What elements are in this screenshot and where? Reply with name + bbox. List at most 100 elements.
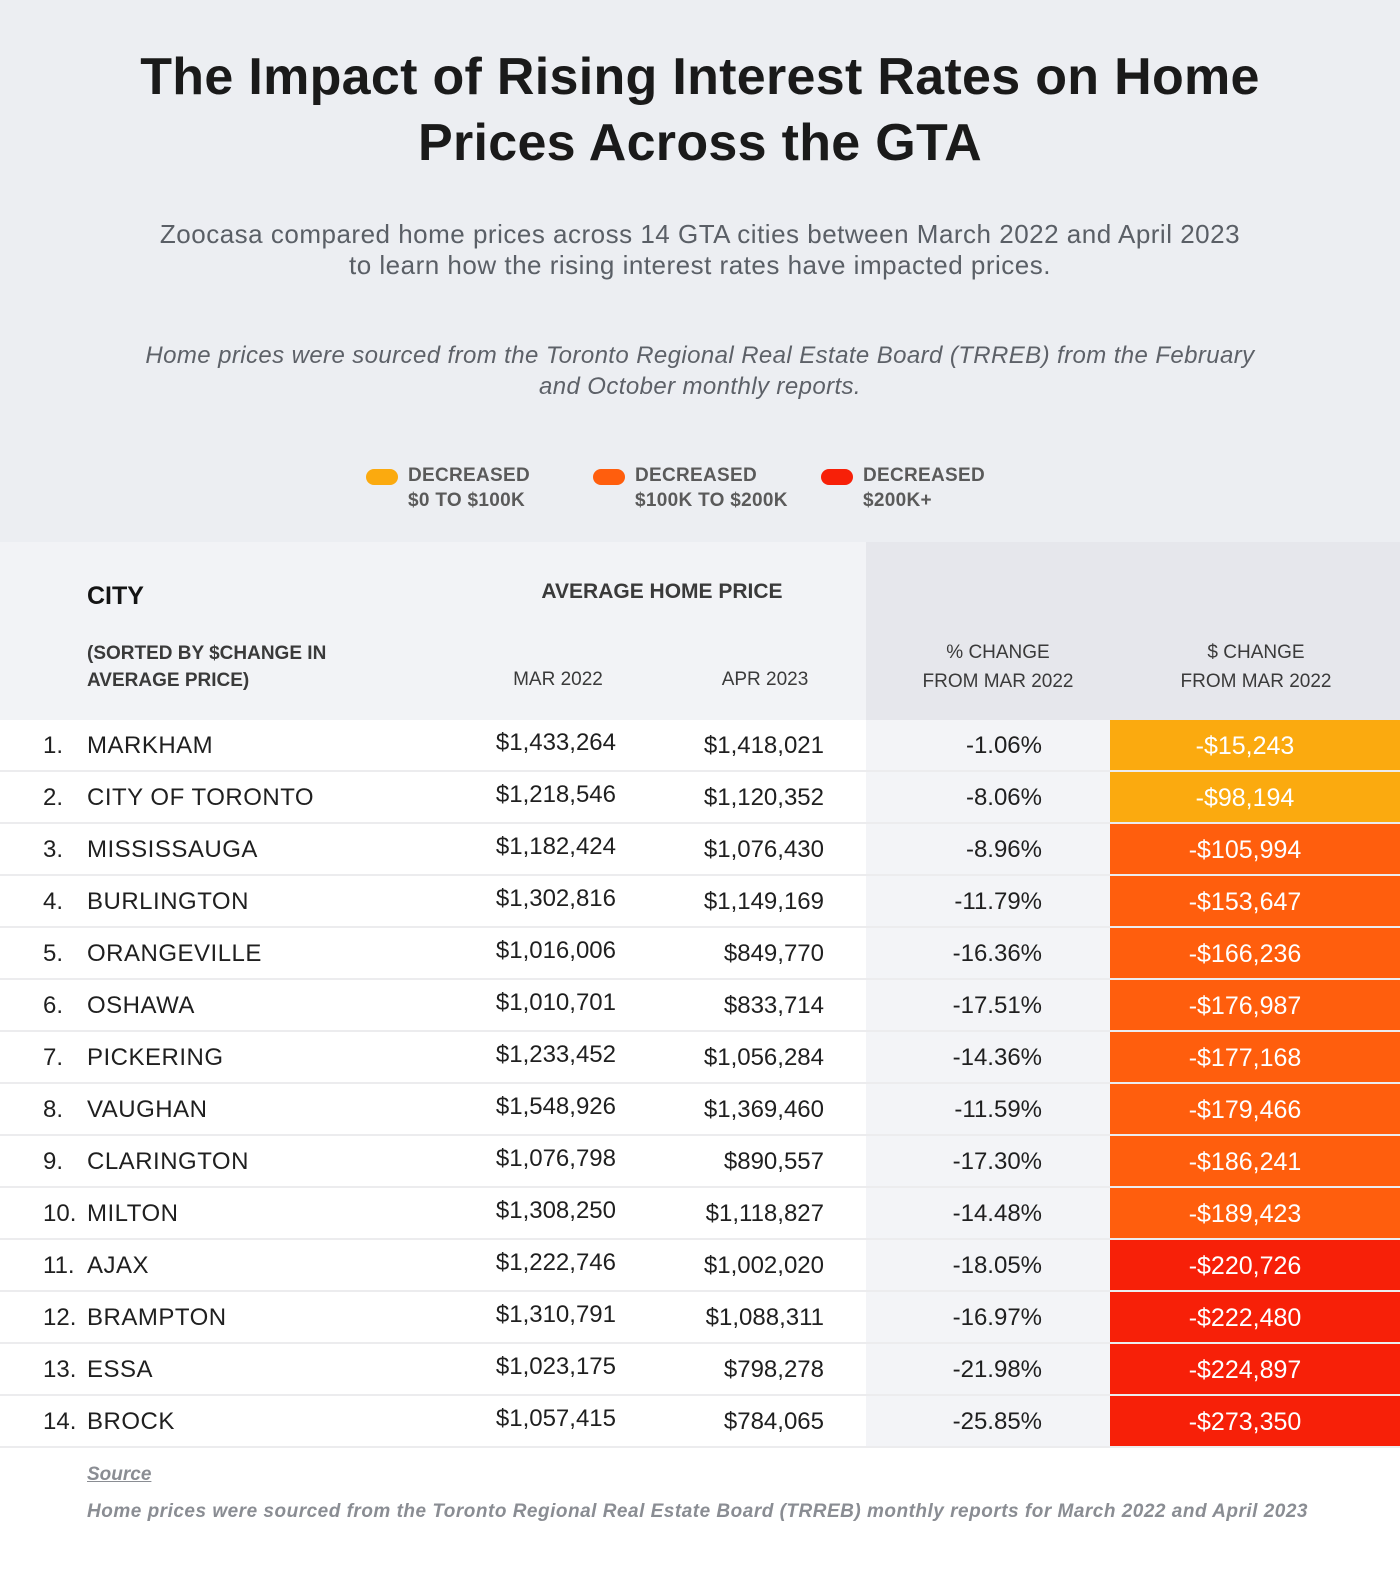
row-price-mar-2022: $1,222,746 xyxy=(495,1249,616,1276)
row-dollar-change: -$98,194 xyxy=(1110,772,1400,822)
column-header-apr-2023: APR 2023 xyxy=(721,669,809,690)
row-price-mar-2022: $1,310,791 xyxy=(495,1301,616,1328)
table-row: 7. PICKERING $1,233,452 $1,056,284 -14.36% -$… xyxy=(0,1032,1400,1084)
row-price-mar-2022: $1,010,701 xyxy=(495,989,616,1016)
row-city: MILTON xyxy=(87,1200,179,1227)
column-header-dollar-change: $ CHANGE FROM MAR 2022 xyxy=(1180,642,1332,692)
row-dollar-change: -$15,243 xyxy=(1110,720,1400,770)
percent-column-shade xyxy=(866,1396,1110,1446)
percent-column-shade xyxy=(866,1136,1110,1186)
table-row: 6. OSHAWA $1,010,701 $833,714 -17.51% -$176,9… xyxy=(0,980,1400,1032)
row-city: OSHAWA xyxy=(87,992,195,1019)
legend-swatch xyxy=(366,469,398,485)
row-dollar-change: -$224,897 xyxy=(1110,1344,1400,1394)
table-row: 9. CLARINGTON $1,076,798 $890,557 -17.30% -$1… xyxy=(0,1136,1400,1188)
row-dollar-change: -$222,480 xyxy=(1110,1292,1400,1342)
row-price-mar-2022: $1,218,546 xyxy=(495,781,616,808)
row-price-mar-2022: $1,076,798 xyxy=(495,1145,616,1172)
row-dollar-change: -$153,647 xyxy=(1110,876,1400,926)
row-percent-change: -8.06% xyxy=(965,784,1042,811)
row-percent-change: -11.59% xyxy=(954,1096,1042,1123)
row-city: ESSA xyxy=(87,1356,154,1383)
column-header-city: CITY xyxy=(87,582,144,610)
row-dollar-change: -$220,726 xyxy=(1110,1240,1400,1290)
table-row: 12. BRAMPTON $1,310,791 $1,088,311 -16.97% -$… xyxy=(0,1292,1400,1344)
row-rank: 2. xyxy=(43,784,64,811)
row-city: BURLINGTON xyxy=(87,888,249,915)
row-rank: 7. xyxy=(43,1044,64,1071)
row-price-apr-2023: $890,557 xyxy=(723,1148,824,1175)
row-city: CITY OF TORONTO xyxy=(87,784,315,811)
source-text: Home prices were sourced from the Toront… xyxy=(87,1501,1308,1522)
row-city: MISSISSAUGA xyxy=(87,836,258,863)
percent-column-shade xyxy=(866,824,1110,874)
intro-line-1: Zoocasa compared home prices across 14 G… xyxy=(159,219,1241,249)
row-rank: 8. xyxy=(43,1096,64,1123)
row-dollar-change: -$166,236 xyxy=(1110,928,1400,978)
row-percent-change: -11.79% xyxy=(954,888,1042,915)
legend-label-line2: $100K TO $200K xyxy=(635,490,788,511)
row-price-apr-2023: $1,418,021 xyxy=(703,732,824,759)
row-city: MARKHAM xyxy=(87,732,214,759)
row-price-apr-2023: $1,002,020 xyxy=(703,1252,824,1279)
row-rank: 1. xyxy=(43,732,64,759)
percent-column-shade xyxy=(866,876,1110,926)
table-row: 1. MARKHAM $1,433,264 $1,418,021 -1.06% -$15,… xyxy=(0,720,1400,772)
row-price-mar-2022: $1,233,452 xyxy=(495,1041,616,1068)
legend-label-line2: $200K+ xyxy=(863,490,932,511)
row-price-apr-2023: $1,369,460 xyxy=(703,1096,824,1123)
percent-column-shade xyxy=(866,1188,1110,1238)
row-price-apr-2023: $798,278 xyxy=(723,1356,824,1383)
legend-label-line1: DECREASED xyxy=(635,465,757,486)
row-price-apr-2023: $1,088,311 xyxy=(705,1304,824,1331)
row-dollar-change: -$105,994 xyxy=(1110,824,1400,874)
footer: Source Home prices were sourced from the… xyxy=(0,1448,1400,1579)
table-row: 11. AJAX $1,222,746 $1,002,020 -18.05% -$220,… xyxy=(0,1240,1400,1292)
row-percent-change: -17.51% xyxy=(952,992,1042,1019)
row-price-mar-2022: $1,433,264 xyxy=(495,729,616,756)
row-dollar-change: -$179,466 xyxy=(1110,1084,1400,1134)
row-percent-change: -14.36% xyxy=(952,1044,1042,1071)
intro-text: Zoocasa compared home prices across 14 G… xyxy=(90,219,1310,281)
row-price-apr-2023: $784,065 xyxy=(723,1408,824,1435)
legend-swatch xyxy=(821,469,853,485)
row-dollar-change: -$186,241 xyxy=(1110,1136,1400,1186)
table-row: 4. BURLINGTON $1,302,816 $1,149,169 -11.79% -… xyxy=(0,876,1400,928)
row-dollar-change: -$189,423 xyxy=(1110,1188,1400,1238)
row-percent-change: -1.06% xyxy=(965,732,1042,759)
percent-column-shade xyxy=(866,720,1110,770)
row-dollar-change: -$273,350 xyxy=(1110,1396,1400,1446)
percent-column-shade xyxy=(866,928,1110,978)
column-header-mar-2022: MAR 2022 xyxy=(513,669,603,690)
source-link[interactable]: Source xyxy=(87,1464,152,1485)
row-city: BROCK xyxy=(87,1408,175,1435)
sort-note: (SORTED BY $CHANGE IN AVERAGE PRICE) xyxy=(87,643,327,691)
row-price-apr-2023: $1,076,430 xyxy=(703,836,824,863)
row-price-apr-2023: $833,714 xyxy=(723,992,824,1019)
row-price-apr-2023: $1,118,827 xyxy=(705,1200,824,1227)
percent-column-shade xyxy=(866,1292,1110,1342)
row-percent-change: -8.96% xyxy=(965,836,1042,863)
note-line-1: Home prices were sourced from the Toront… xyxy=(145,342,1255,369)
percent-column-shade xyxy=(866,1344,1110,1394)
row-city: PICKERING xyxy=(87,1044,224,1071)
table-header: CITY (SORTED BY $CHANGE IN AVERAGE PRICE… xyxy=(0,542,1400,720)
row-rank: 10. xyxy=(43,1200,77,1227)
row-percent-change: -18.05% xyxy=(952,1252,1042,1279)
row-rank: 6. xyxy=(43,992,64,1019)
column-header-percent-change: % CHANGE FROM MAR 2022 xyxy=(922,642,1074,692)
row-city: CLARINGTON xyxy=(87,1148,249,1175)
row-city: BRAMPTON xyxy=(87,1304,227,1331)
column-group-average-price: AVERAGE HOME PRICE xyxy=(541,580,783,603)
row-percent-change: -16.36% xyxy=(952,940,1042,967)
row-price-apr-2023: $1,120,352 xyxy=(703,784,824,811)
table-row: 5. ORANGEVILLE $1,016,006 $849,770 -16.36% -$… xyxy=(0,928,1400,980)
legend-label-line2: $0 TO $100K xyxy=(408,490,526,511)
intro-line-2: to learn how the rising interest rates h… xyxy=(348,250,1051,280)
row-rank: 3. xyxy=(43,836,64,863)
table-row: 2. CITY OF TORONTO $1,218,546 $1,120,352 -8.… xyxy=(0,772,1400,824)
row-rank: 14. xyxy=(43,1408,77,1435)
row-rank: 9. xyxy=(43,1148,64,1175)
percent-column-shade xyxy=(866,1084,1110,1134)
note-line-2: and October monthly reports. xyxy=(538,373,862,400)
